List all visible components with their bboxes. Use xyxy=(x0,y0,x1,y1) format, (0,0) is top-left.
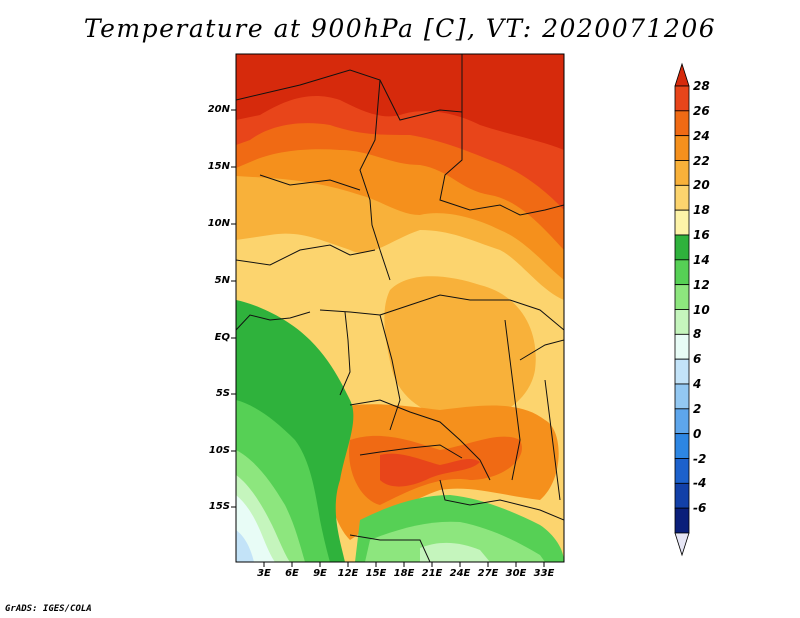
colorbar-swatch xyxy=(674,160,690,186)
colorbar-swatch xyxy=(674,433,690,459)
colorbar-label: 2 xyxy=(693,401,702,416)
colorbar-swatch xyxy=(674,110,690,137)
map-title: Temperature at 900hPa [C], VT: 202007120… xyxy=(83,14,717,43)
lon-label: 3E xyxy=(257,568,271,579)
colorbar-swatch xyxy=(674,284,690,310)
lon-label: 27E xyxy=(477,568,499,579)
lat-label: 5S xyxy=(215,388,230,399)
colorbar-swatch xyxy=(674,209,690,236)
colorbar-swatch xyxy=(674,358,690,385)
colorbar-label: 4 xyxy=(693,377,702,391)
lon-label: 9E xyxy=(313,568,327,579)
colorbar-label: 20 xyxy=(693,178,710,193)
lon-label: 33E xyxy=(533,568,555,579)
colorbar-swatch xyxy=(674,333,690,360)
colorbar-label: 28 xyxy=(693,79,710,93)
lon-label: 18E xyxy=(393,568,415,579)
colorbar-label: 6 xyxy=(693,352,702,367)
colorbar-swatch xyxy=(674,507,690,534)
lat-label: 15S xyxy=(208,501,230,512)
lat-label: 5N xyxy=(214,275,230,286)
colorbar-label: 12 xyxy=(693,277,710,292)
lat-label: 10N xyxy=(207,218,230,229)
colorbar-swatch xyxy=(674,184,690,211)
lat-label: 15N xyxy=(207,161,230,172)
colorbar-top-arrow xyxy=(674,62,690,87)
colorbar-label: 18 xyxy=(693,203,710,218)
lat-label: 10S xyxy=(208,445,230,456)
lon-label: 24E xyxy=(449,568,471,579)
axis-ticks xyxy=(231,109,545,567)
temperature-field xyxy=(236,54,564,562)
colorbar-swatch xyxy=(674,259,690,286)
colorbar-swatch xyxy=(674,309,690,335)
colorbar-swatch xyxy=(674,383,690,410)
colorbar-label: -2 xyxy=(693,451,707,466)
lat-label: 20N xyxy=(207,104,230,115)
lon-label: 6E xyxy=(285,568,299,579)
colorbar-label: 0 xyxy=(693,426,702,441)
colorbar-swatch xyxy=(674,135,690,161)
colorbar-label: -6 xyxy=(693,501,707,516)
colorbar-bottom-arrow xyxy=(674,532,690,557)
lon-label: 15E xyxy=(365,568,387,579)
colorbar-label: 26 xyxy=(693,103,710,118)
lon-label: 12E xyxy=(337,568,359,579)
lat-label: EQ xyxy=(214,332,230,343)
colorbar-label: -4 xyxy=(693,476,707,491)
colorbar-swatch xyxy=(674,458,690,484)
colorbar-label: 10 xyxy=(693,302,710,317)
colorbar-swatch xyxy=(674,234,690,261)
colorbar-label: 16 xyxy=(693,228,710,242)
credit-label: GrADS: IGES/COLA xyxy=(5,604,92,614)
colorbar-label: 24 xyxy=(693,128,710,143)
country-borders xyxy=(236,54,564,562)
colorbar-swatch xyxy=(674,482,690,509)
lon-label: 21E xyxy=(421,568,443,579)
colorbar xyxy=(674,62,690,557)
colorbar-label: 14 xyxy=(693,252,710,267)
colorbar-swatch xyxy=(674,85,690,112)
colorbar-swatch xyxy=(674,408,690,435)
colorbar-label: 22 xyxy=(693,153,710,168)
colorbar-label: 8 xyxy=(693,327,702,342)
lon-label: 30E xyxy=(505,568,527,579)
map-frame xyxy=(235,53,565,563)
